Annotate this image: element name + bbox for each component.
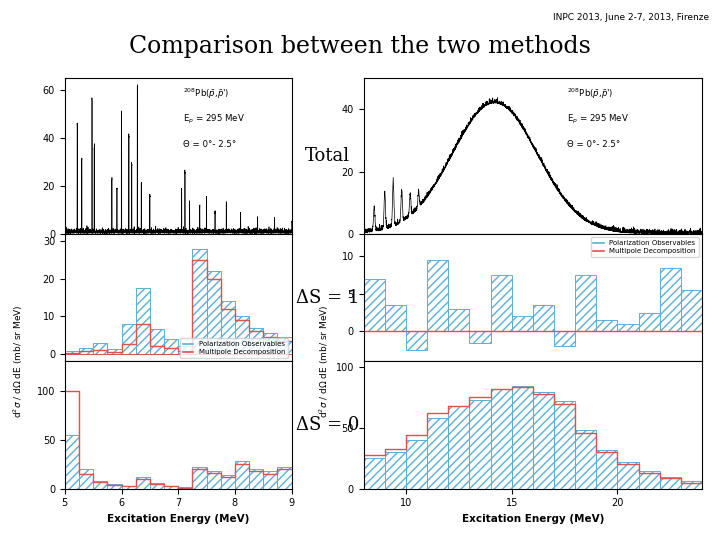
Text: Θ = 0°- 2.5°: Θ = 0°- 2.5° bbox=[567, 140, 620, 149]
Text: d$^2\sigma$ / d$\Omega$ dE (mb/ sr MeV): d$^2\sigma$ / d$\Omega$ dE (mb/ sr MeV) bbox=[12, 305, 24, 418]
Bar bbox=[107, 349, 122, 354]
Bar bbox=[249, 469, 264, 489]
Text: d$^2\sigma$ / d$\Omega$ dE (mb/ sr MeV): d$^2\sigma$ / d$\Omega$ dE (mb/ sr MeV) bbox=[318, 305, 330, 418]
Bar bbox=[384, 305, 406, 332]
Bar bbox=[249, 328, 264, 354]
Text: Total: Total bbox=[305, 147, 350, 165]
Text: E$_p$ = 295 MeV: E$_p$ = 295 MeV bbox=[183, 113, 245, 126]
Text: Comparison between the two methods: Comparison between the two methods bbox=[129, 35, 591, 58]
Bar bbox=[164, 339, 179, 354]
Bar bbox=[681, 290, 702, 332]
Bar bbox=[490, 389, 512, 489]
Bar bbox=[221, 301, 235, 354]
Bar bbox=[235, 316, 249, 354]
Bar bbox=[79, 348, 93, 354]
X-axis label: Excitation Energy (MeV): Excitation Energy (MeV) bbox=[107, 514, 249, 524]
Bar bbox=[406, 440, 427, 489]
Bar bbox=[639, 313, 660, 332]
Text: ΔS = 1: ΔS = 1 bbox=[296, 289, 359, 307]
Bar bbox=[277, 337, 292, 354]
Bar bbox=[554, 332, 575, 346]
Bar bbox=[512, 386, 533, 489]
Bar bbox=[364, 458, 384, 489]
Bar bbox=[164, 486, 179, 489]
Bar bbox=[596, 450, 618, 489]
Bar bbox=[207, 471, 221, 489]
Bar bbox=[107, 484, 122, 489]
Bar bbox=[122, 486, 135, 489]
Bar bbox=[93, 481, 107, 489]
Bar bbox=[264, 471, 277, 489]
Bar bbox=[192, 249, 207, 354]
Bar bbox=[596, 320, 618, 332]
Bar bbox=[135, 477, 150, 489]
Bar bbox=[65, 435, 79, 489]
Bar bbox=[65, 351, 79, 354]
Bar bbox=[93, 342, 107, 354]
Bar bbox=[135, 288, 150, 354]
Bar bbox=[406, 332, 427, 350]
Bar bbox=[427, 418, 448, 489]
Bar bbox=[469, 332, 490, 342]
Bar bbox=[364, 279, 384, 332]
Bar bbox=[554, 401, 575, 489]
Text: Θ = 0°- 2.5°: Θ = 0°- 2.5° bbox=[183, 140, 236, 149]
Bar bbox=[264, 333, 277, 354]
Bar bbox=[512, 316, 533, 332]
Bar bbox=[575, 275, 596, 332]
Bar bbox=[79, 469, 93, 489]
Bar bbox=[192, 467, 207, 489]
Bar bbox=[660, 268, 681, 332]
Legend: Polarization Observables, Multipole Decomposition: Polarization Observables, Multipole Deco… bbox=[590, 238, 698, 257]
Legend: Polarization Observables, Multipole Decomposition: Polarization Observables, Multipole Deco… bbox=[180, 338, 288, 358]
Bar bbox=[384, 453, 406, 489]
Text: INPC 2013, June 2-7, 2013, Firenze: INPC 2013, June 2-7, 2013, Firenze bbox=[553, 14, 709, 23]
Bar bbox=[150, 483, 164, 489]
Bar bbox=[179, 346, 192, 354]
Bar bbox=[427, 260, 448, 332]
Bar bbox=[122, 324, 135, 354]
Text: $^{208}$Pb($\bar{p}$,$\bar{p}$'): $^{208}$Pb($\bar{p}$,$\bar{p}$') bbox=[567, 86, 613, 101]
Bar bbox=[575, 430, 596, 489]
Bar bbox=[618, 324, 639, 332]
Bar bbox=[639, 470, 660, 489]
Bar bbox=[150, 329, 164, 354]
Bar bbox=[469, 400, 490, 489]
Bar bbox=[660, 477, 681, 489]
Bar bbox=[221, 475, 235, 489]
Bar bbox=[533, 392, 554, 489]
Text: $^{208}$Pb($\bar{p}$,$\bar{p}$'): $^{208}$Pb($\bar{p}$,$\bar{p}$') bbox=[183, 86, 229, 101]
Bar bbox=[448, 406, 469, 489]
X-axis label: Excitation Energy (MeV): Excitation Energy (MeV) bbox=[462, 514, 604, 524]
Bar bbox=[681, 482, 702, 489]
Bar bbox=[490, 275, 512, 332]
Bar bbox=[618, 462, 639, 489]
Text: E$_p$ = 295 MeV: E$_p$ = 295 MeV bbox=[567, 113, 629, 126]
Bar bbox=[533, 305, 554, 332]
Bar bbox=[448, 309, 469, 332]
Bar bbox=[277, 467, 292, 489]
Bar bbox=[207, 272, 221, 354]
Bar bbox=[235, 461, 249, 489]
Text: ΔS = 0: ΔS = 0 bbox=[296, 416, 359, 434]
Bar bbox=[179, 487, 192, 489]
